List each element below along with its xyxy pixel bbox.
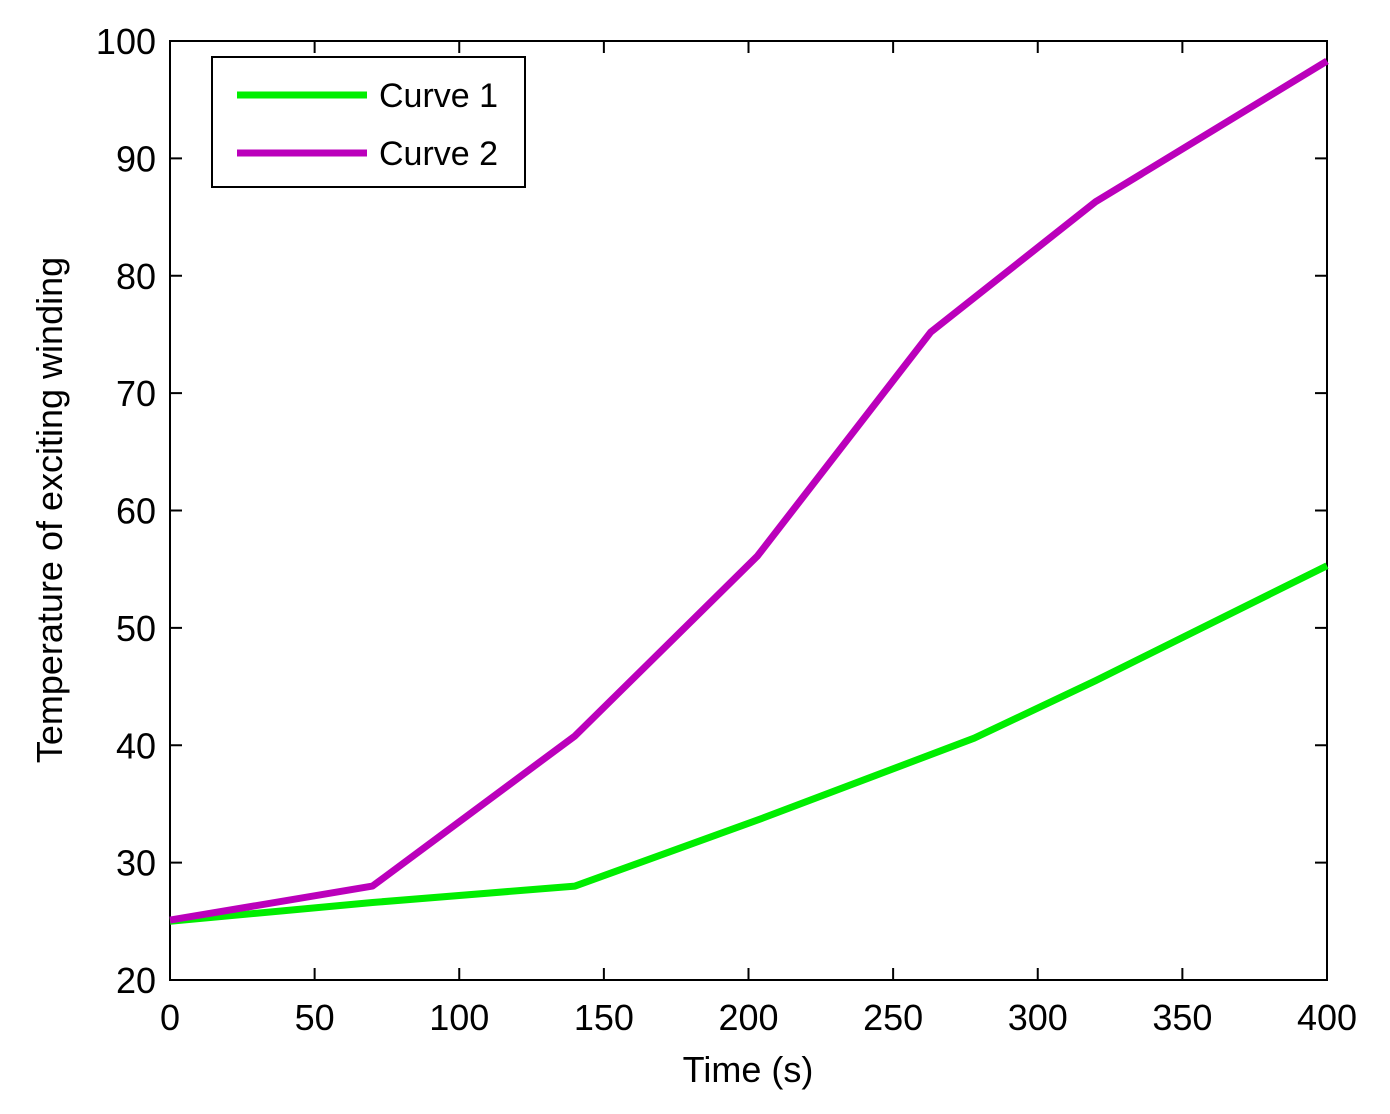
x-tick-label: 50 [295, 997, 335, 1038]
y-tick-label: 100 [96, 21, 156, 62]
y-axis-title: Temperature of exciting winding [29, 257, 70, 763]
x-tick-label: 350 [1152, 997, 1212, 1038]
y-tick-label: 40 [116, 725, 156, 766]
series-line-curve-1 [169, 562, 1329, 925]
series-lines [169, 58, 1329, 925]
y-tick-label: 50 [116, 608, 156, 649]
legend-label-curve-2: Curve 2 [379, 135, 498, 173]
y-tick-label: 30 [116, 843, 156, 884]
y-tick-label: 90 [116, 138, 156, 179]
x-tick-label: 150 [574, 997, 634, 1038]
y-tick-label: 20 [116, 960, 156, 1001]
y-tick-label: 60 [116, 491, 156, 532]
legend-label-curve-1: Curve 1 [379, 77, 498, 115]
legend-box [211, 56, 526, 188]
x-axis-title: Time (s) [683, 1049, 814, 1090]
series-line-curve-2 [169, 58, 1329, 924]
x-axis-ticks: 0 50 100 150 200 250 300 350 400 [160, 41, 1357, 1038]
x-tick-label: 0 [160, 997, 180, 1038]
y-tick-label: 70 [116, 373, 156, 414]
x-tick-label: 200 [718, 997, 778, 1038]
y-axis-ticks: 20 30 40 50 60 70 80 90 100 [96, 21, 1327, 1001]
legend: Curve 1 Curve 2 [211, 56, 526, 188]
y-tick-label: 80 [116, 256, 156, 297]
x-tick-label: 400 [1297, 997, 1357, 1038]
x-tick-label: 250 [863, 997, 923, 1038]
x-tick-label: 300 [1008, 997, 1068, 1038]
x-tick-label: 100 [429, 997, 489, 1038]
